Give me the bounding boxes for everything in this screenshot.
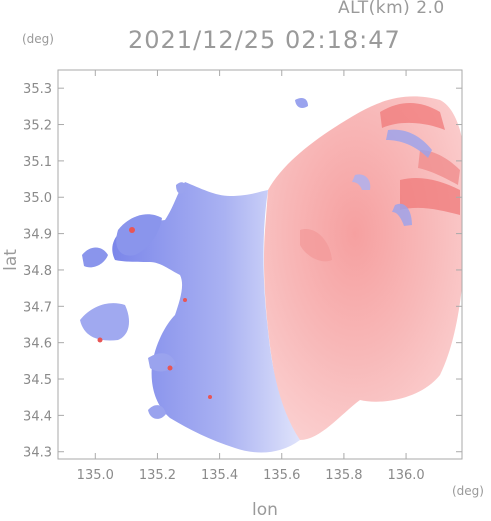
y-axis-ticks: 34.3 34.4 34.5 34.6 34.7 34.8 34.9 35.0 35.1 35.2… — [23, 82, 462, 461]
receding-echo-region — [263, 96, 462, 440]
x-tick-label: 135.8 — [325, 468, 362, 483]
y-tick-label: 34.9 — [23, 228, 52, 243]
x-unit-label: (deg) — [452, 484, 484, 498]
x-tick-label: 135.0 — [77, 468, 114, 483]
x-tick-label: 136.0 — [387, 468, 424, 483]
y-tick-label: 34.6 — [23, 337, 52, 352]
y-tick-label: 35.1 — [23, 155, 52, 170]
x-tick-label: 135.4 — [201, 468, 238, 483]
approaching-echo-region — [112, 182, 300, 453]
western-echo-patches — [80, 98, 308, 419]
strong-receding-streaks — [300, 103, 460, 262]
y-tick-label: 34.7 — [23, 300, 52, 315]
y-tick-label: 34.5 — [23, 373, 52, 388]
y-unit-label: (deg) — [22, 32, 54, 46]
chart-datetime-title: 2021/12/25 02:18:47 — [128, 26, 401, 54]
red-speckles — [97, 227, 212, 399]
y-tick-label: 34.3 — [23, 446, 52, 461]
radar-echo-field — [80, 96, 462, 453]
y-tick-label: 35.2 — [23, 119, 52, 134]
y-tick-label: 34.4 — [23, 409, 52, 424]
altitude-label: ALT(km) 2.0 — [338, 0, 445, 18]
y-tick-label: 35.0 — [23, 191, 52, 206]
y-tick-label: 34.8 — [23, 264, 52, 279]
y-tick-label: 35.3 — [23, 82, 52, 97]
x-tick-label: 135.6 — [263, 468, 300, 483]
x-tick-label: 135.2 — [139, 468, 176, 483]
plot-frame — [57, 69, 463, 460]
x-axis-label: lon — [252, 500, 278, 520]
x-axis-ticks: 135.0 135.2 135.4 135.6 135.8 136.0 — [77, 70, 425, 483]
blue-streaks — [352, 129, 432, 226]
